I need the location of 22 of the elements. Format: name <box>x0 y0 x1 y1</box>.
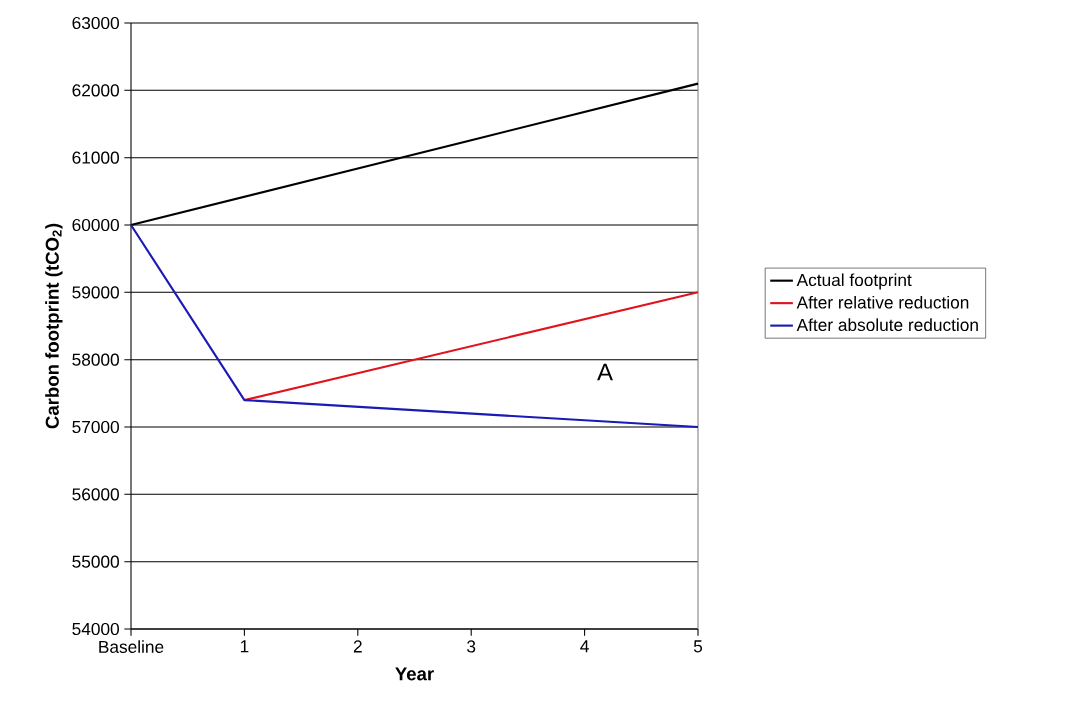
x-axis-title: Year <box>395 667 434 681</box>
y-tick-label: 56000 <box>72 488 119 501</box>
y-tick-label: 57000 <box>72 420 119 434</box>
y-tick-label: 62000 <box>72 84 119 97</box>
y-tick-label: 55000 <box>72 555 119 568</box>
y-tick-label: 60000 <box>72 218 119 232</box>
y-tick-label: 63000 <box>72 16 119 30</box>
y-tick-label: 54000 <box>72 622 119 636</box>
y-tick-label: 61000 <box>72 151 119 164</box>
y-tick-label: 59000 <box>72 286 119 299</box>
y-axis-title: Carbon footprint (tCO$_{2}$) <box>45 223 63 429</box>
legend-label: After absolute reduction <box>796 318 978 332</box>
y-tick-label: 58000 <box>72 353 119 366</box>
x-tick-label: 4 <box>580 640 589 653</box>
legend-label: After relative reduction <box>796 295 969 309</box>
x-tick-label: Baseline <box>99 640 164 654</box>
x-tick-label: 1 <box>240 640 249 653</box>
annotation: A <box>597 363 613 381</box>
legend-label: Actual footprint <box>796 273 912 290</box>
x-tick-label: 2 <box>353 640 362 653</box>
x-tick-label: 5 <box>693 640 703 653</box>
x-tick-label: 3 <box>467 640 476 653</box>
